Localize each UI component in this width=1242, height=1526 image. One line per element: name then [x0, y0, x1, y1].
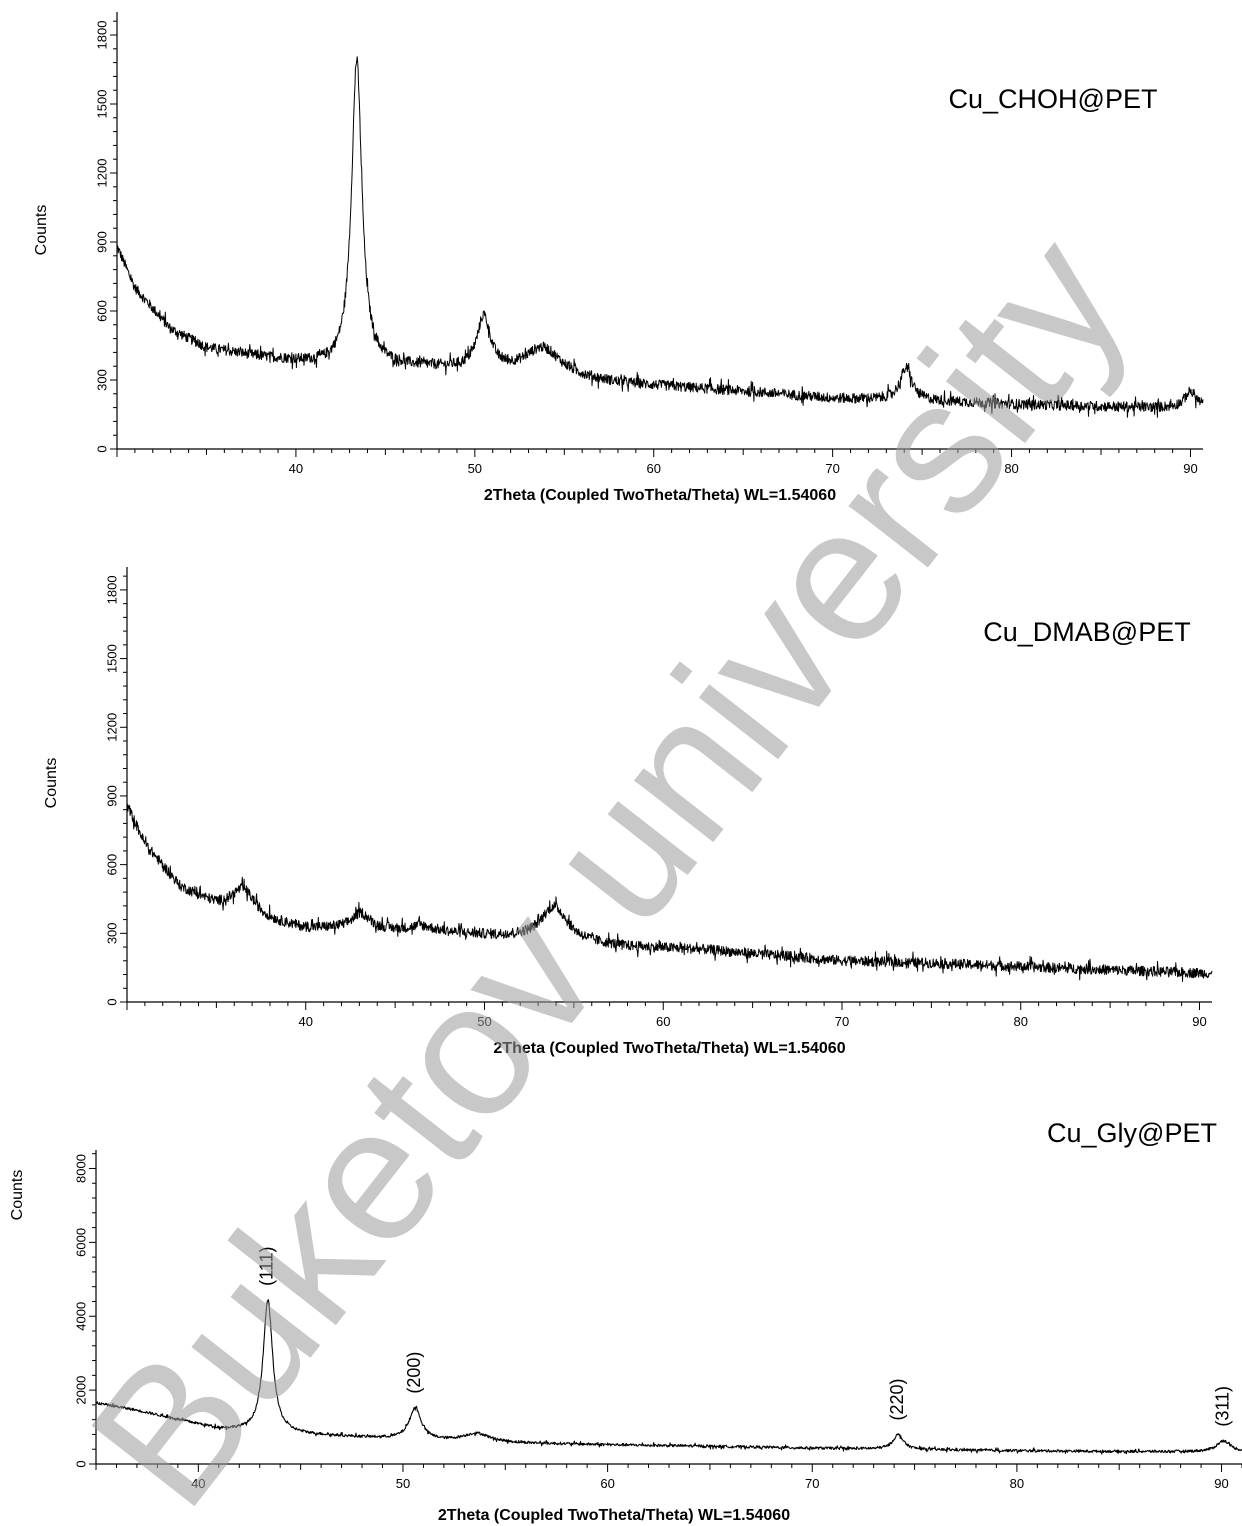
y-tick-label: 1500 — [94, 90, 109, 119]
y-tick-label: 1200 — [94, 159, 109, 188]
x-tick-label: 70 — [825, 461, 839, 476]
y-axis-title: Counts — [33, 205, 50, 256]
diffraction-pattern-line — [126, 803, 1213, 982]
x-axis-title: 2Theta (Coupled TwoTheta/Theta) WL=1.540… — [493, 1040, 845, 1057]
x-tick-label: 60 — [647, 461, 661, 476]
x-tick-label: 50 — [396, 1476, 410, 1491]
x-tick-label: 80 — [1004, 461, 1018, 476]
x-tick-label: 90 — [1183, 461, 1197, 476]
y-axis-title: Counts — [43, 758, 60, 809]
y-tick-label: 1800 — [104, 575, 119, 604]
x-tick-label: 50 — [468, 461, 482, 476]
x-tick-label: 80 — [1014, 1014, 1028, 1029]
y-tick-label: 0 — [94, 445, 109, 452]
diffraction-pattern-line — [95, 1299, 1242, 1455]
x-tick-label: 40 — [289, 461, 303, 476]
y-axis-title: Counts — [9, 1170, 26, 1221]
peak-index-label: (220) — [887, 1379, 907, 1421]
x-tick-label: 40 — [299, 1014, 313, 1029]
y-tick-label: 600 — [104, 854, 119, 876]
y-tick-label: 300 — [94, 369, 109, 391]
x-axis-title: 2Theta (Coupled TwoTheta/Theta) WL=1.540… — [484, 487, 836, 504]
diffraction-pattern-line — [116, 56, 1204, 418]
x-tick-label: 40 — [191, 1476, 205, 1491]
y-tick-label: 2000 — [73, 1376, 88, 1405]
sample-title: Cu_DMAB@PET — [983, 617, 1190, 647]
y-tick-label: 6000 — [73, 1228, 88, 1257]
y-tick-label: 0 — [104, 998, 119, 1005]
xrd-panel-1: 40 50 60 70 80 900300600900120015001800Counts… — [33, 12, 1204, 504]
y-tick-label: 600 — [94, 300, 109, 322]
x-tick-label: 90 — [1214, 1476, 1228, 1491]
y-tick-label: 1200 — [104, 713, 119, 742]
x-tick-label: 70 — [835, 1014, 849, 1029]
y-tick-label: 1800 — [94, 21, 109, 50]
xrd-panel-3: 40 50 60 70 80 90 0 2000 4000 6000 8000 Counts 2Thet… — [9, 1118, 1242, 1524]
watermark-text: Buketov university — [50, 198, 1166, 1526]
x-axis-title: 2Theta (Coupled TwoTheta/Theta) WL=1.540… — [438, 1507, 790, 1524]
x-tick-label: 70 — [805, 1476, 819, 1491]
y-tick-label: 0 — [73, 1460, 88, 1467]
peak-index-label: (111) — [257, 1246, 277, 1285]
peak-index-label: (311) — [1212, 1386, 1232, 1427]
peak-index-label: (200) — [404, 1352, 424, 1394]
y-tick-label: 900 — [94, 231, 109, 253]
x-tick-label: 60 — [656, 1014, 670, 1029]
x-tick-label: 90 — [1192, 1014, 1206, 1029]
x-tick-label: 60 — [600, 1476, 614, 1491]
x-tick-label: 80 — [1010, 1476, 1024, 1491]
y-tick-label: 300 — [104, 922, 119, 944]
sample-title: Cu_CHOH@PET — [949, 84, 1158, 114]
xrd-panel-2: 40 50 60 70 80 900300600900120015001800Counts… — [43, 567, 1213, 1057]
y-tick-label: 4000 — [73, 1302, 88, 1331]
y-tick-label: 1500 — [104, 644, 119, 673]
y-tick-label: 900 — [104, 785, 119, 807]
x-tick-label: 50 — [477, 1014, 491, 1029]
sample-title: Cu_Gly@PET — [1047, 1118, 1217, 1148]
y-tick-label: 8000 — [73, 1154, 88, 1183]
